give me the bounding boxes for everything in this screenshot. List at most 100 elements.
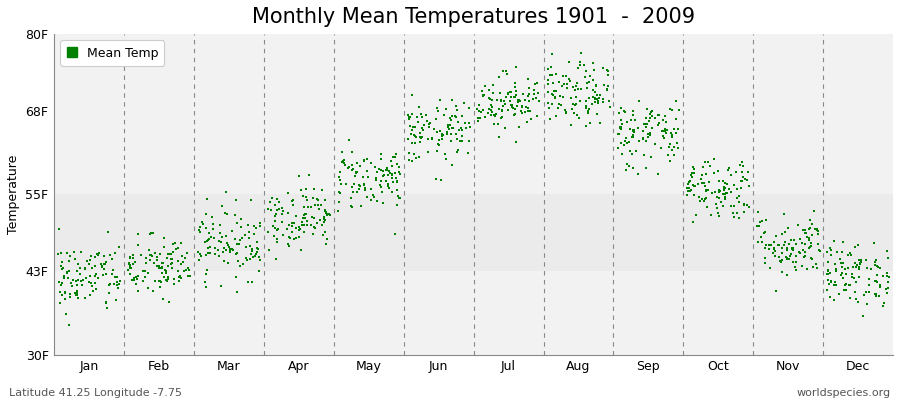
Point bbox=[102, 282, 116, 288]
Point bbox=[811, 231, 825, 237]
Point bbox=[123, 271, 138, 278]
Point bbox=[307, 214, 321, 221]
Point bbox=[545, 72, 560, 78]
Point bbox=[320, 236, 334, 242]
Point bbox=[717, 184, 732, 191]
Point bbox=[734, 159, 749, 165]
Point bbox=[208, 251, 222, 257]
Point bbox=[778, 239, 792, 246]
Point bbox=[644, 130, 658, 136]
Point bbox=[698, 182, 712, 189]
Point bbox=[402, 157, 417, 163]
Point bbox=[382, 185, 396, 192]
Point bbox=[111, 282, 125, 288]
Text: worldspecies.org: worldspecies.org bbox=[796, 388, 891, 398]
Point bbox=[403, 114, 418, 121]
Point bbox=[592, 94, 607, 101]
Point bbox=[302, 171, 316, 178]
Point bbox=[642, 118, 656, 125]
Point bbox=[108, 250, 122, 256]
Point bbox=[234, 216, 248, 222]
Point bbox=[332, 189, 347, 195]
Point bbox=[88, 254, 103, 260]
Point bbox=[199, 284, 213, 290]
Point bbox=[382, 168, 397, 175]
Point bbox=[143, 252, 157, 258]
Point bbox=[482, 95, 496, 101]
Point bbox=[388, 231, 402, 237]
Point bbox=[698, 188, 713, 195]
Point bbox=[786, 247, 800, 253]
Point bbox=[296, 212, 310, 218]
Point bbox=[284, 223, 299, 229]
Point bbox=[230, 274, 244, 280]
Point bbox=[838, 266, 852, 272]
Point bbox=[778, 254, 793, 260]
Point bbox=[639, 115, 653, 122]
Point bbox=[364, 160, 379, 166]
Point bbox=[450, 136, 464, 142]
Point bbox=[450, 147, 464, 153]
Point bbox=[590, 95, 605, 102]
Point bbox=[103, 281, 117, 287]
Point bbox=[199, 252, 213, 258]
Point bbox=[601, 72, 616, 78]
Point bbox=[162, 299, 176, 305]
Point bbox=[331, 199, 346, 205]
Point bbox=[388, 175, 402, 182]
Point bbox=[388, 154, 402, 160]
Point bbox=[663, 158, 678, 164]
Point bbox=[62, 268, 77, 274]
Point bbox=[870, 264, 885, 270]
Point bbox=[412, 139, 427, 146]
Point bbox=[68, 290, 82, 297]
Point bbox=[223, 247, 238, 254]
Point bbox=[228, 212, 242, 218]
Point bbox=[879, 270, 894, 276]
Point bbox=[402, 116, 417, 122]
Point bbox=[775, 256, 789, 263]
Point bbox=[123, 265, 138, 271]
Point bbox=[101, 229, 115, 235]
Point bbox=[556, 94, 571, 100]
Point bbox=[611, 131, 625, 138]
Point bbox=[183, 273, 197, 279]
Point bbox=[462, 120, 476, 126]
Point bbox=[182, 267, 196, 274]
Point bbox=[718, 185, 733, 192]
Point bbox=[635, 135, 650, 141]
Point bbox=[717, 191, 732, 198]
Point bbox=[712, 189, 726, 195]
Point bbox=[805, 239, 819, 246]
Text: Latitude 41.25 Longitude -7.75: Latitude 41.25 Longitude -7.75 bbox=[9, 388, 182, 398]
Point bbox=[680, 188, 695, 194]
Point bbox=[58, 290, 72, 296]
Point bbox=[491, 121, 505, 128]
Point bbox=[844, 251, 859, 258]
Point bbox=[508, 111, 523, 118]
Point bbox=[627, 116, 642, 123]
Point bbox=[616, 108, 631, 115]
Point bbox=[485, 97, 500, 104]
Point bbox=[270, 206, 284, 213]
Point bbox=[365, 192, 380, 198]
Point bbox=[486, 82, 500, 88]
Point bbox=[317, 219, 331, 225]
Point bbox=[270, 238, 284, 245]
Point bbox=[147, 260, 161, 266]
Point bbox=[352, 186, 366, 192]
Point bbox=[501, 107, 516, 114]
Point bbox=[741, 169, 755, 176]
Point bbox=[225, 246, 239, 252]
Point bbox=[719, 190, 733, 196]
Point bbox=[868, 278, 882, 284]
Point bbox=[178, 255, 193, 262]
Point bbox=[245, 247, 259, 254]
Point bbox=[627, 129, 642, 135]
Point bbox=[232, 237, 247, 243]
Point bbox=[364, 197, 378, 203]
Point bbox=[626, 128, 641, 134]
Point bbox=[63, 294, 77, 300]
Point bbox=[216, 258, 230, 264]
Point bbox=[79, 275, 94, 281]
